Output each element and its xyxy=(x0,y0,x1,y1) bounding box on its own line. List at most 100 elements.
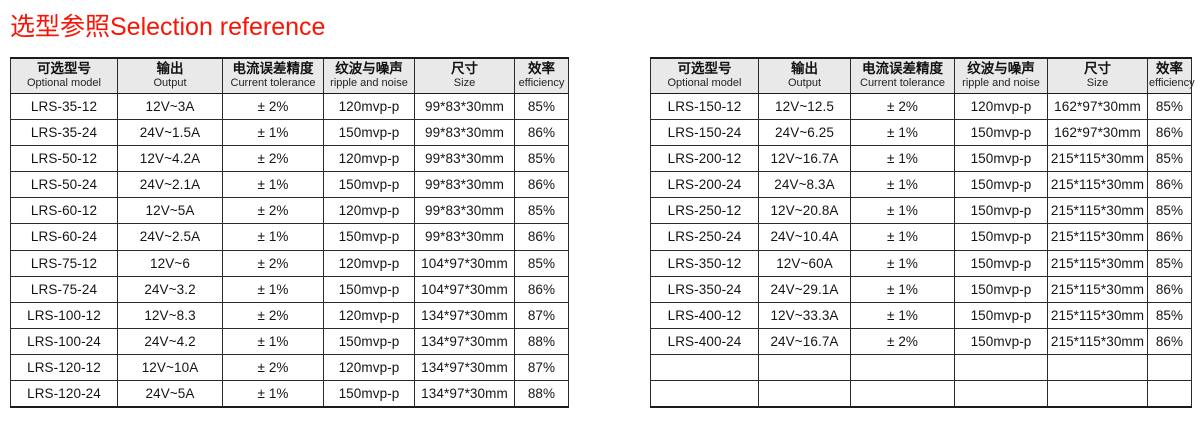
cell-tolerance xyxy=(850,380,955,409)
cell-tolerance: ± 1% xyxy=(850,119,955,147)
column-header-tolerance-cn: 电流误差精度 xyxy=(862,61,943,76)
column-header-efficiency-en: efficiency xyxy=(1149,77,1195,89)
table-row: LRS-35-12 12V~3A ± 2% 120mvp-p 99*83*30mm 85% xyxy=(10,92,569,121)
cell-output: 24V~29.1A xyxy=(758,275,851,303)
cell-size: 134*97*30mm xyxy=(414,301,515,329)
cell-efficiency: 85% xyxy=(514,249,569,277)
column-header-tolerance-en: Current tolerance xyxy=(860,77,945,89)
cell-ripple: 150mvp-p xyxy=(323,380,415,409)
cell-tolerance: ± 1% xyxy=(850,249,955,277)
cell-size xyxy=(1047,380,1148,409)
cell-output: 24V~10.4A xyxy=(758,223,851,251)
cell-ripple: 150mvp-p xyxy=(323,223,415,251)
column-header-output-en: Output xyxy=(787,77,822,89)
cell-tolerance: ± 1% xyxy=(222,275,324,303)
header-row: 可选型号 Optional model 输出 Output 电流误差精度 Cur… xyxy=(650,57,1195,94)
column-header-efficiency-cn: 效率 xyxy=(1156,61,1183,76)
table-row: LRS-200-12 12V~16.7A ± 1% 150mvp-p 215*115*3… xyxy=(650,145,1192,173)
column-header-tolerance-en: Current tolerance xyxy=(230,77,316,89)
cell-model: LRS-60-12 xyxy=(10,197,118,225)
cell-output: 24V~2.1A xyxy=(117,171,223,199)
cell-ripple: 120mvp-p xyxy=(323,145,415,173)
cell-size: 134*97*30mm xyxy=(414,353,515,382)
cell-model xyxy=(650,353,759,382)
cell-efficiency: 86% xyxy=(1147,119,1192,147)
column-header-output: 输出 Output xyxy=(117,57,223,94)
cell-output: 12V~8.3 xyxy=(117,301,223,329)
column-header-size-en: Size xyxy=(453,77,476,89)
table-row: LRS-50-12 12V~4.2A ± 2% 120mvp-p 99*83*30mm 8… xyxy=(10,145,569,173)
cell-efficiency: 86% xyxy=(1147,327,1192,355)
cell-efficiency: 85% xyxy=(1147,301,1192,329)
selection-table-right: 可选型号 Optional model 输出 Output 电流误差精度 Cur… xyxy=(650,57,1195,409)
column-header-ripple-en: ripple and noise xyxy=(330,77,408,89)
cell-model: LRS-120-24 xyxy=(10,380,118,409)
cell-output: 24V~8.3A xyxy=(758,171,851,199)
table-row: LRS-100-12 12V~8.3 ± 2% 120mvp-p 134*97*30mm… xyxy=(10,301,569,329)
cell-output: 24V~1.5A xyxy=(117,119,223,147)
cell-model: LRS-50-24 xyxy=(10,171,118,199)
cell-size: 99*83*30mm xyxy=(414,171,515,199)
column-header-ripple: 纹波与噪声 ripple and noise xyxy=(323,57,415,94)
cell-tolerance: ± 1% xyxy=(222,119,324,147)
cell-model: LRS-200-12 xyxy=(650,145,759,173)
cell-model: LRS-75-12 xyxy=(10,249,118,277)
cell-tolerance: ± 1% xyxy=(850,197,955,225)
cell-tolerance: ± 2% xyxy=(850,92,955,121)
cell-output: 12V~5A xyxy=(117,197,223,225)
cell-tolerance: ± 2% xyxy=(222,145,324,173)
table-row xyxy=(650,353,1192,382)
cell-output: 24V~16.7A xyxy=(758,327,851,355)
cell-tolerance: ± 1% xyxy=(222,223,324,251)
cell-size: 99*83*30mm xyxy=(414,145,515,173)
column-header-efficiency-en: efficiency xyxy=(518,77,565,89)
header-row: 可选型号 Optional model 输出 Output 电流误差精度 Cur… xyxy=(10,57,569,94)
cell-efficiency: 85% xyxy=(1147,92,1192,121)
column-header-efficiency: 效率 efficiency xyxy=(1147,57,1195,94)
cell-output: 24V~6.25 xyxy=(758,119,851,147)
cell-tolerance: ± 2% xyxy=(222,249,324,277)
cell-model: LRS-50-12 xyxy=(10,145,118,173)
cell-model: LRS-100-24 xyxy=(10,327,118,355)
cell-ripple xyxy=(954,353,1048,382)
cell-size: 99*83*30mm xyxy=(414,92,515,121)
table-row: LRS-350-24 24V~29.1A ± 1% 150mvp-p 215*115*3… xyxy=(650,275,1192,303)
cell-size xyxy=(1047,353,1148,382)
cell-efficiency: 86% xyxy=(514,119,569,147)
cell-tolerance: ± 1% xyxy=(222,380,324,409)
cell-efficiency: 86% xyxy=(1147,275,1192,303)
column-header-size-en: Size xyxy=(1086,77,1109,89)
column-header-output: 输出 Output xyxy=(758,57,851,94)
cell-ripple: 150mvp-p xyxy=(954,197,1048,225)
table-row: LRS-120-12 12V~10A ± 2% 120mvp-p 134*97*30mm… xyxy=(10,353,569,382)
column-header-size-cn: 尺寸 xyxy=(1084,61,1111,76)
cell-model: LRS-350-24 xyxy=(650,275,759,303)
cell-efficiency: 86% xyxy=(1147,171,1192,199)
cell-ripple: 150mvp-p xyxy=(954,301,1048,329)
cell-tolerance: ± 2% xyxy=(850,327,955,355)
table-row: LRS-200-24 24V~8.3A ± 1% 150mvp-p 215*115*30… xyxy=(650,171,1192,199)
selection-table-left: 可选型号 Optional model 输出 Output 电流误差精度 Cur… xyxy=(10,57,569,409)
cell-size: 215*115*30mm xyxy=(1047,275,1148,303)
cell-size: 162*97*30mm xyxy=(1047,119,1148,147)
cell-size: 104*97*30mm xyxy=(414,275,515,303)
cell-efficiency: 86% xyxy=(1147,223,1192,251)
cell-efficiency xyxy=(1147,353,1192,382)
column-header-output-cn: 输出 xyxy=(791,61,818,76)
cell-model: LRS-75-24 xyxy=(10,275,118,303)
cell-efficiency: 87% xyxy=(514,301,569,329)
column-header-model: 可选型号 Optional model xyxy=(10,57,118,94)
column-header-efficiency-cn: 效率 xyxy=(528,61,555,76)
cell-tolerance: ± 1% xyxy=(222,327,324,355)
cell-model: LRS-400-12 xyxy=(650,301,759,329)
cell-output xyxy=(758,353,851,382)
cell-tolerance: ± 2% xyxy=(222,92,324,121)
cell-ripple: 150mvp-p xyxy=(954,275,1048,303)
cell-size: 215*115*30mm xyxy=(1047,327,1148,355)
cell-ripple: 150mvp-p xyxy=(323,119,415,147)
table-row: LRS-250-24 24V~10.4A ± 1% 150mvp-p 215*115*3… xyxy=(650,223,1192,251)
cell-size: 215*115*30mm xyxy=(1047,197,1148,225)
cell-model: LRS-350-12 xyxy=(650,249,759,277)
table-row: LRS-150-12 12V~12.5 ± 2% 120mvp-p 162*97*30m… xyxy=(650,92,1192,121)
cell-output: 12V~6 xyxy=(117,249,223,277)
